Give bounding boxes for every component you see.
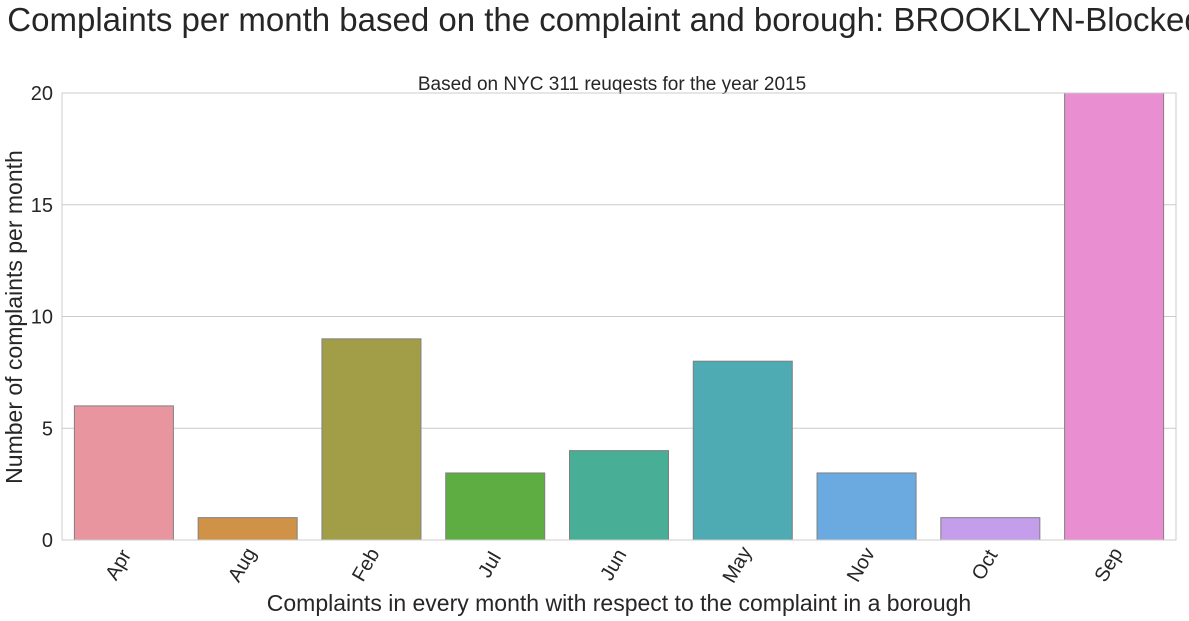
bar-aug bbox=[197, 517, 298, 541]
x-tick-labels: Apr Aug Feb Jul Jun May Nov Oct Sep bbox=[101, 543, 1127, 587]
bar-may bbox=[692, 360, 793, 541]
bars bbox=[73, 92, 1165, 541]
bar-jun bbox=[568, 450, 670, 541]
y-tick-label: 20 bbox=[31, 83, 53, 105]
bar-oct bbox=[940, 517, 1041, 541]
plot-frame bbox=[61, 92, 1177, 541]
x-tick-label-may: May bbox=[719, 543, 757, 587]
y-tick-label: 0 bbox=[42, 530, 53, 552]
y-tick-label: 10 bbox=[31, 307, 53, 329]
y-axis-label: Number of complaints per month bbox=[1, 150, 27, 484]
x-tick-label-oct: Oct bbox=[968, 546, 1003, 584]
x-axis-label: Complaints in every month with respect t… bbox=[267, 590, 971, 616]
x-tick-label-nov: Nov bbox=[843, 544, 880, 586]
bar-sep bbox=[1064, 92, 1165, 541]
x-tick-label-feb: Feb bbox=[348, 545, 384, 586]
bar-feb bbox=[321, 338, 422, 541]
y-tick-label: 5 bbox=[42, 418, 53, 440]
bar-nov bbox=[816, 472, 917, 541]
y-tick-label: 15 bbox=[31, 195, 53, 217]
x-tick-label-apr: Apr bbox=[101, 546, 136, 584]
bar-apr bbox=[73, 405, 174, 541]
chart-subtitle: Based on NYC 311 reuqests for the year 2… bbox=[418, 74, 806, 95]
chart-title: Complaints per month based on the compla… bbox=[7, 1, 1189, 38]
x-tick-label-sep: Sep bbox=[1090, 544, 1127, 586]
y-tick-labels: 0 5 10 15 20 bbox=[31, 83, 53, 552]
bar-jul bbox=[445, 472, 546, 541]
x-tick-label-jul: Jul bbox=[474, 548, 506, 581]
x-tick-label-jun: Jun bbox=[596, 546, 631, 585]
x-tick-label-aug: Aug bbox=[224, 544, 261, 586]
